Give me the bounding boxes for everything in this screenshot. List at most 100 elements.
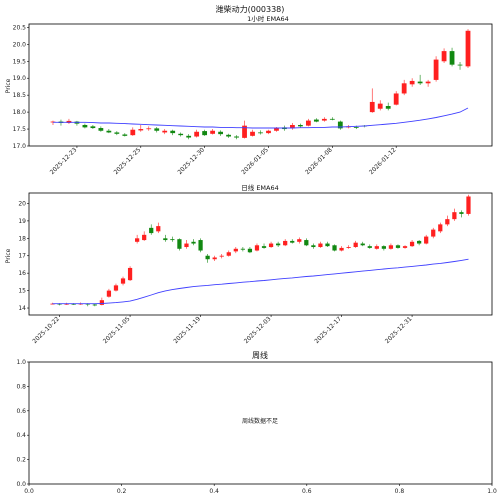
candle-down — [202, 131, 208, 136]
candle-up — [50, 121, 56, 123]
xtick-label: 0.2 — [117, 488, 127, 495]
weekly-plot-frame — [28, 361, 493, 485]
candle-up — [445, 219, 450, 225]
candle-up — [242, 125, 247, 138]
weekly-chart: 周线 0.0 0.2 0.4 0.6 0.8 1.0 0.0 0.2 0.4 0.6 0.8 1.0… — [16, 350, 496, 495]
weekly-yticks: 0.0 0.2 0.4 0.6 0.8 1.0 — [16, 359, 29, 488]
candle-up — [425, 81, 431, 84]
candle-up — [290, 124, 295, 129]
candle-up — [441, 51, 447, 62]
candle-down — [191, 241, 196, 244]
candle-down — [417, 240, 422, 244]
candle-down — [298, 124, 303, 127]
candle-down — [304, 240, 309, 246]
xtick-label: 2026-01-12 — [368, 146, 398, 176]
daily-xticks: 2025-10-22 2025-11-05 2025-11-19 2025-12-03… — [31, 315, 414, 345]
daily-ylabel: Price — [5, 248, 12, 263]
candle-up — [388, 245, 394, 249]
candle-up — [283, 240, 288, 246]
candle-up — [156, 226, 161, 232]
candle-down — [114, 132, 120, 134]
candle-up — [64, 303, 69, 305]
candle-up — [162, 130, 168, 133]
candle-down — [149, 227, 154, 234]
candle-up — [409, 241, 415, 247]
hourly-xticks: 2025-12-23 2025-12-25 2025-12-30 2026-01-05… — [49, 146, 398, 176]
candle-down — [71, 303, 76, 305]
weekly-xticks: 0.0 0.2 0.4 0.6 0.8 1.0 — [24, 484, 497, 495]
xtick-label: 2025-12-23 — [49, 146, 79, 176]
candle-up — [353, 242, 358, 248]
candle-down — [106, 130, 112, 133]
candle-down — [261, 246, 267, 248]
candle-up — [194, 131, 200, 137]
xtick-label: 2025-12-17 — [313, 315, 343, 345]
ytick-label: 18.5 — [13, 92, 27, 99]
candle-down — [178, 133, 184, 136]
candle-up — [219, 255, 224, 257]
candle-up — [402, 246, 408, 248]
candle-up — [274, 128, 279, 131]
candle-up — [254, 245, 260, 251]
candle-up — [431, 229, 436, 237]
xtick-label: 2025-12-30 — [176, 146, 206, 176]
candle-down — [337, 121, 343, 129]
candle-down — [367, 246, 372, 248]
candle-down — [325, 243, 330, 247]
hourly-candles — [50, 29, 471, 140]
candle-down — [226, 134, 231, 137]
hourly-ylabel: Price — [5, 78, 12, 93]
candle-down — [240, 248, 245, 250]
candle-down — [154, 128, 160, 131]
candle-up — [120, 278, 126, 284]
daily-yticks: 14 15 16 17 18 19 20 — [18, 200, 29, 312]
candle-up — [268, 243, 274, 248]
candle-up — [339, 247, 344, 251]
candle-up — [452, 212, 457, 220]
candle-down — [360, 243, 365, 246]
candle-down — [82, 124, 88, 128]
candle-up — [466, 196, 471, 214]
candle-down — [92, 304, 97, 306]
ytick-label: 15 — [18, 288, 26, 295]
candle-down — [98, 128, 104, 131]
xtick-label: 1.0 — [487, 488, 497, 495]
ytick-label: 0.2 — [16, 457, 26, 464]
ytick-label: 17.5 — [13, 126, 27, 133]
ytick-label: 19 — [18, 218, 26, 225]
candle-up — [321, 118, 327, 121]
ytick-label: 1.0 — [16, 359, 26, 366]
xtick-label: 0.0 — [24, 488, 34, 495]
candle-up — [142, 234, 147, 241]
ytick-label: 20.5 — [13, 24, 27, 31]
xtick-label: 2026-01-05 — [240, 146, 270, 176]
candle-down — [90, 126, 96, 129]
candle-down — [234, 136, 239, 138]
candle-up — [438, 224, 443, 232]
xtick-label: 0.4 — [209, 488, 219, 495]
ytick-label: 0.8 — [16, 383, 26, 390]
candle-down — [449, 51, 455, 65]
daily-chart-title: 日线 EMA64 — [241, 183, 279, 192]
candle-down — [205, 255, 210, 260]
hourly-ema-line — [53, 107, 469, 129]
ytick-label: 17 — [18, 253, 26, 260]
candle-up — [393, 93, 399, 105]
candle-up — [297, 239, 302, 242]
candle-up — [374, 246, 379, 249]
candle-down — [170, 239, 175, 241]
candle-down — [311, 245, 316, 248]
candle-up — [377, 103, 383, 109]
candle-up — [106, 290, 112, 297]
candle-up — [433, 59, 439, 80]
candle-up — [130, 129, 136, 136]
ytick-label: 16 — [18, 270, 26, 277]
hourly-chart-title: 1小时 EMA64 — [247, 14, 289, 23]
candle-down — [198, 240, 203, 251]
xtick-label: 2025-12-03 — [243, 315, 273, 345]
ytick-label: 20 — [18, 200, 26, 207]
candle-down — [186, 135, 192, 138]
xtick-label: 2025-12-25 — [113, 146, 143, 176]
ytick-label: 14 — [18, 305, 26, 312]
